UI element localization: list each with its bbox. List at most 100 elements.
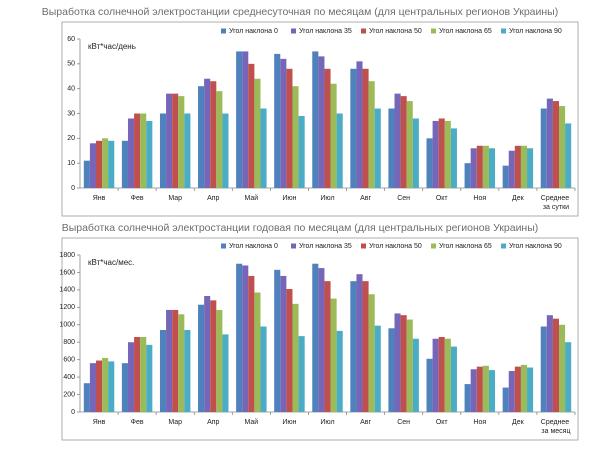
bar bbox=[350, 281, 357, 412]
x-tick-label: Дек bbox=[512, 195, 525, 202]
bar bbox=[127, 118, 135, 188]
bar bbox=[514, 145, 521, 188]
chart-frame bbox=[61, 21, 579, 217]
legend-label: Угол наклона 65 bbox=[439, 243, 492, 250]
legend-label: Угол наклона 90 bbox=[509, 243, 562, 250]
bar bbox=[102, 138, 109, 188]
legend-label: Угол наклона 35 bbox=[299, 243, 352, 250]
bar bbox=[248, 275, 255, 412]
legend-swatch bbox=[431, 243, 436, 249]
bar bbox=[540, 108, 547, 188]
x-tick-label: Апр bbox=[207, 419, 219, 426]
bar bbox=[546, 315, 553, 412]
bar bbox=[438, 336, 445, 412]
bar bbox=[450, 128, 457, 188]
y-tick-label: 1400 bbox=[59, 287, 75, 294]
bar bbox=[134, 113, 141, 188]
bar bbox=[565, 342, 572, 412]
bar bbox=[204, 295, 211, 412]
bar bbox=[514, 366, 521, 412]
bar bbox=[140, 336, 147, 412]
bar bbox=[362, 281, 369, 412]
x-tick-label: Ноя bbox=[473, 195, 486, 202]
bar bbox=[172, 93, 179, 188]
bar bbox=[89, 143, 96, 188]
bar bbox=[368, 294, 375, 412]
legend-swatch bbox=[431, 28, 436, 34]
chart-title: Выработка солнечной электростанции годов… bbox=[62, 222, 539, 234]
bar bbox=[260, 326, 267, 412]
bar bbox=[527, 367, 534, 412]
bar bbox=[508, 150, 515, 188]
legend-label: Угол наклона 50 bbox=[369, 243, 422, 250]
bar bbox=[488, 148, 496, 188]
bar bbox=[242, 265, 249, 412]
bar bbox=[432, 338, 439, 412]
x-tick-label: Янв bbox=[93, 419, 106, 426]
bar bbox=[540, 326, 547, 412]
bar bbox=[312, 51, 319, 188]
y-tick-label: 0 bbox=[71, 409, 75, 416]
x-tick-label: Авг bbox=[360, 419, 371, 426]
bar bbox=[292, 303, 299, 412]
bar bbox=[292, 86, 299, 188]
legend-swatch bbox=[221, 243, 226, 249]
bar bbox=[286, 289, 293, 412]
bar bbox=[552, 318, 560, 412]
bar bbox=[444, 338, 451, 412]
y-tick-label: 40 bbox=[67, 86, 75, 93]
bar bbox=[178, 314, 185, 412]
bar bbox=[412, 338, 419, 412]
x-tick-label: Июл bbox=[320, 419, 334, 426]
bar bbox=[368, 81, 375, 188]
bar bbox=[362, 68, 369, 188]
bar bbox=[388, 108, 395, 188]
bar bbox=[438, 118, 445, 188]
bar bbox=[216, 91, 223, 188]
x-tick-label: Июл bbox=[320, 195, 334, 202]
bar bbox=[121, 363, 128, 412]
bar bbox=[254, 292, 261, 412]
bar bbox=[520, 364, 528, 412]
bar bbox=[394, 313, 401, 412]
bar bbox=[95, 360, 103, 412]
x-tick-label: Июн bbox=[282, 195, 296, 202]
bar bbox=[166, 309, 173, 412]
bar bbox=[324, 281, 331, 412]
legend-label: Угол наклона 0 bbox=[229, 28, 278, 35]
bar bbox=[520, 145, 528, 188]
bar bbox=[248, 63, 255, 189]
bar bbox=[336, 113, 343, 188]
bar bbox=[108, 361, 115, 412]
bar bbox=[482, 365, 489, 412]
y-tick-label: 1000 bbox=[59, 322, 75, 329]
bar bbox=[260, 108, 267, 188]
x-tick-label: Май bbox=[244, 418, 258, 426]
bar bbox=[95, 140, 103, 188]
bar bbox=[508, 371, 515, 412]
bar bbox=[146, 344, 153, 412]
bar bbox=[374, 108, 381, 188]
legend-swatch bbox=[221, 28, 226, 34]
x-tick-label: Дек bbox=[512, 419, 525, 426]
bar bbox=[464, 384, 471, 412]
bar bbox=[412, 118, 419, 188]
y-tick-label: 800 bbox=[63, 339, 75, 346]
bar bbox=[559, 106, 566, 188]
bar bbox=[318, 56, 325, 189]
x-tick-label: Сен bbox=[397, 419, 410, 426]
legend-label: Угол наклона 35 bbox=[299, 28, 352, 35]
y-tick-label: 30 bbox=[67, 110, 75, 117]
bar bbox=[482, 145, 489, 188]
bar bbox=[280, 275, 287, 412]
legend-label: Угол наклона 0 bbox=[229, 243, 278, 250]
legend-label: Угол наклона 50 bbox=[369, 28, 422, 35]
bar bbox=[406, 101, 413, 188]
bar bbox=[89, 363, 96, 412]
bar bbox=[146, 120, 153, 188]
y-tick-label: 200 bbox=[63, 391, 75, 398]
bar bbox=[274, 53, 281, 189]
x-tick-label: Фев bbox=[131, 419, 144, 426]
bar bbox=[527, 148, 534, 188]
